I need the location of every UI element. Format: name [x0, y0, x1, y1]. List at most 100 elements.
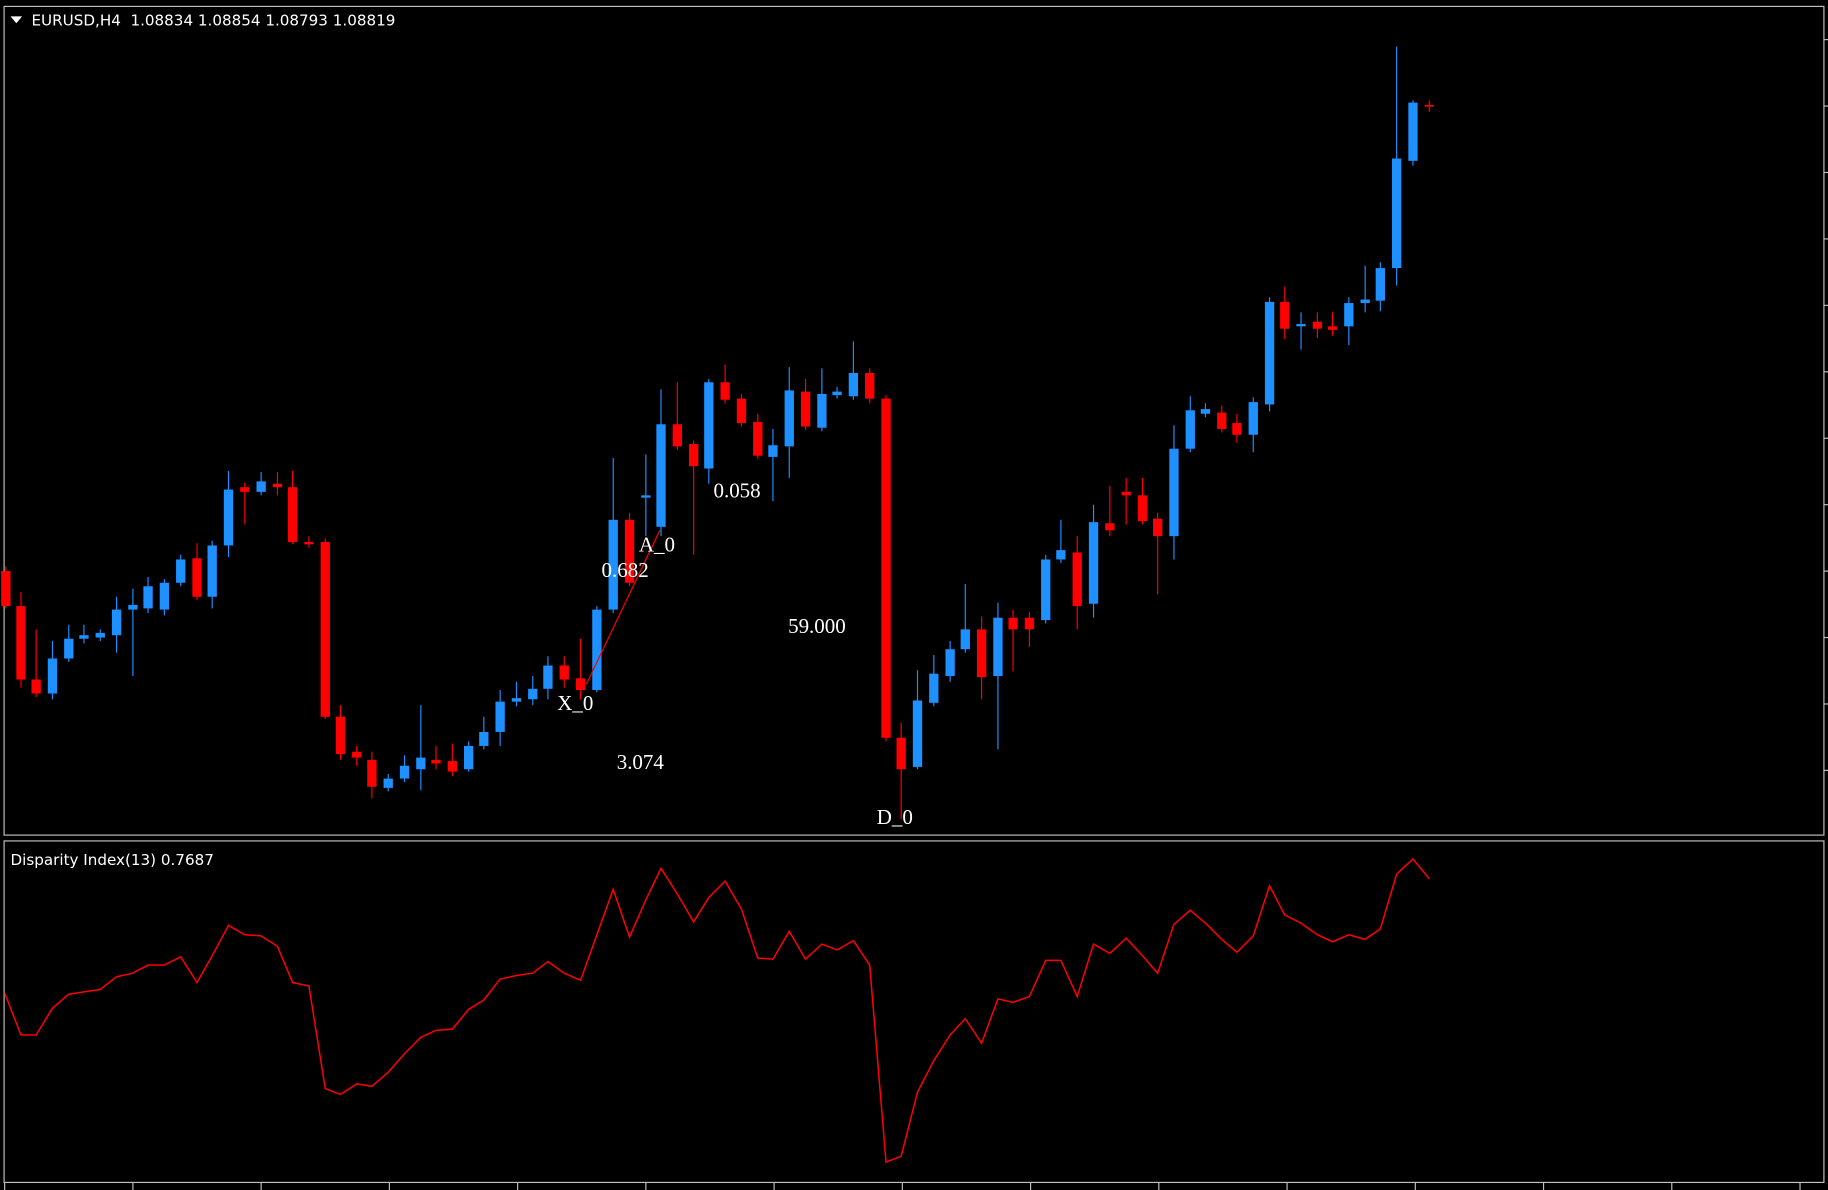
- candle-body: [1200, 409, 1211, 414]
- candle-body: [1344, 303, 1354, 327]
- candle-body: [1041, 559, 1051, 621]
- disparity-line: [3, 857, 1430, 1164]
- candle-body: [352, 751, 362, 758]
- candle-body: [720, 382, 730, 400]
- candle-body: [1024, 617, 1035, 630]
- candle-body: [1072, 552, 1082, 607]
- candle-body: [656, 424, 666, 527]
- candle-body: [159, 582, 170, 610]
- candle-body: [1375, 268, 1385, 301]
- candle-body: [16, 606, 26, 680]
- candle-body: [416, 757, 426, 770]
- candle-body: [1327, 326, 1338, 330]
- candle-body: [495, 701, 505, 732]
- candle-body: [1360, 299, 1370, 304]
- candle-body: [1, 571, 11, 607]
- candle-body: [592, 609, 602, 690]
- candle-body: [399, 765, 410, 779]
- candle-body: [223, 489, 234, 546]
- candle-body: [1280, 301, 1290, 329]
- candle-body: [929, 673, 939, 703]
- candle-body: [1312, 321, 1323, 329]
- candle-body: [736, 398, 747, 424]
- candle-body: [1391, 158, 1402, 269]
- pattern-ratio: 0.682: [602, 558, 649, 582]
- candle-body: [1217, 412, 1227, 429]
- candle-body: [95, 632, 105, 638]
- pattern-label: D_0: [877, 805, 913, 829]
- candle-body: [865, 372, 875, 399]
- candle-body: [608, 519, 618, 610]
- candle-body: [1248, 402, 1258, 435]
- candle-body: [431, 759, 441, 764]
- candle-body: [511, 698, 522, 702]
- candle-body: [47, 658, 58, 694]
- pattern-line: [585, 530, 661, 685]
- candle-body: [848, 372, 859, 397]
- candle-body: [1105, 523, 1115, 531]
- indicator-label: Disparity Index(13) 0.7687: [10, 851, 213, 869]
- pattern-label: X_0: [557, 691, 593, 715]
- candle-body: [817, 393, 827, 428]
- candle-body: [559, 665, 569, 680]
- candle-body: [207, 545, 217, 597]
- candle-body: [784, 390, 794, 447]
- candle-body: [1152, 518, 1163, 537]
- candle-body: [688, 444, 699, 467]
- candle-body: [1137, 495, 1148, 521]
- candle-body: [383, 778, 393, 788]
- candle-body: [624, 519, 635, 583]
- pattern-ratio: 59.000: [788, 614, 846, 638]
- main-chart-frame: [3, 5, 1825, 836]
- candle-body: [367, 759, 377, 787]
- candle-body: [543, 665, 553, 689]
- candle-body: [641, 495, 651, 498]
- candle-body: [800, 391, 811, 427]
- candle-body: [993, 617, 1003, 677]
- candle-body: [64, 638, 74, 659]
- candle-body: [287, 487, 298, 542]
- candle-body: [575, 678, 586, 690]
- candle-body: [945, 649, 955, 677]
- candle-body: [704, 382, 714, 469]
- candle-body: [1088, 522, 1099, 604]
- candle-body: [753, 421, 763, 456]
- candle-body: [1264, 301, 1275, 405]
- candle-body: [1424, 104, 1434, 107]
- indicator-frame: [3, 840, 1825, 1184]
- candle-body: [320, 541, 330, 717]
- candle-body: [240, 487, 250, 492]
- candle-body: [192, 558, 202, 597]
- pattern-label: A_0: [639, 532, 675, 556]
- candle-body: [256, 481, 266, 492]
- candles: [1, 46, 1434, 820]
- candle-body: [335, 716, 346, 755]
- candle-body: [272, 483, 283, 488]
- candle-body: [1185, 410, 1195, 449]
- candle-body: [128, 604, 138, 610]
- candle-body: [79, 635, 89, 639]
- candle-body: [912, 700, 923, 767]
- candle-body: [1056, 550, 1066, 560]
- candle-body: [31, 679, 41, 694]
- candle-body: [976, 629, 987, 678]
- candle-body: [176, 559, 186, 583]
- dropdown-triangle[interactable]: [10, 16, 23, 24]
- pattern-ratio: 0.058: [713, 479, 760, 503]
- candle-body: [1296, 324, 1306, 327]
- candle-body: [672, 424, 683, 447]
- candle-body: [463, 745, 474, 770]
- candle-body: [111, 609, 122, 636]
- candle-body: [881, 398, 891, 738]
- candle-body: [447, 761, 457, 772]
- pattern-ratio: 3.074: [617, 750, 665, 774]
- candle-body: [768, 445, 778, 457]
- candle-body: [1169, 448, 1179, 537]
- candle-body: [479, 731, 489, 746]
- candle-body: [832, 391, 842, 396]
- candle-body: [1232, 423, 1242, 435]
- candle-body: [960, 629, 970, 650]
- candle-body: [304, 541, 314, 545]
